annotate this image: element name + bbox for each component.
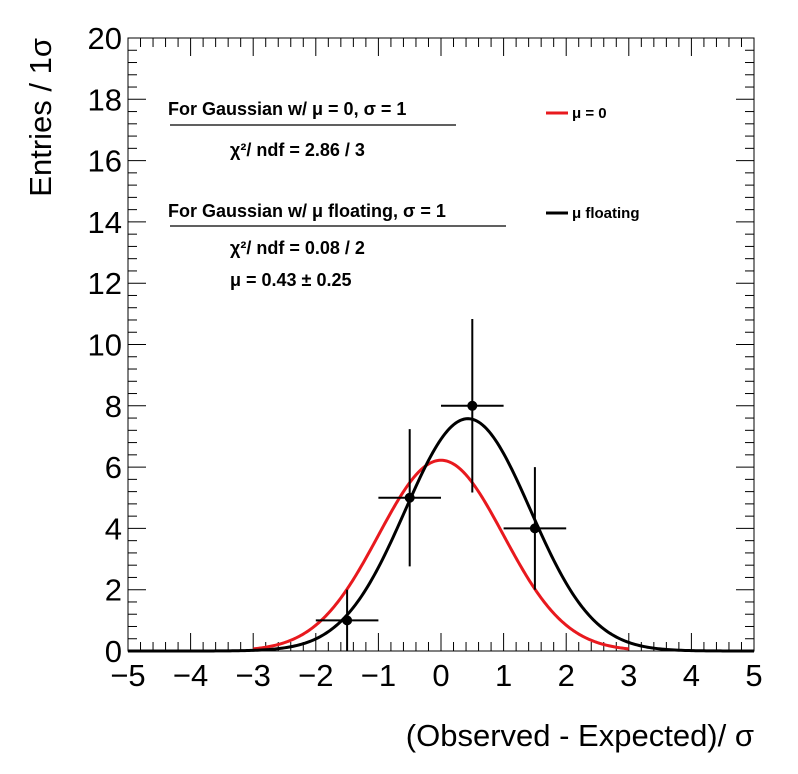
y-tick-labels: 0 2 4 6 8 10 12 14 16 18 20 — [88, 21, 122, 669]
legend-label-floating: μ floating — [572, 205, 640, 222]
fit-curves — [128, 417, 754, 653]
annotation-mu0-title: For Gaussian w/ μ = 0, σ = 1 — [168, 99, 406, 119]
x-tick-label: −2 — [298, 658, 333, 693]
y-tick-label: 0 — [105, 634, 122, 669]
y-tick-label: 10 — [88, 328, 122, 363]
data-point — [503, 467, 567, 590]
y-tick-label: 14 — [88, 205, 122, 240]
data-point — [441, 319, 504, 493]
x-tick-label: −3 — [236, 658, 271, 693]
x-tick-label: 1 — [495, 658, 512, 693]
plot-frame — [127, 37, 755, 652]
point-marker — [529, 523, 540, 534]
annotation-floating-chi2: χ²/ ndf = 0.08 / 2 — [230, 238, 365, 258]
point-marker — [467, 400, 478, 411]
y-tick-label: 8 — [105, 389, 122, 424]
x-tick-label: 5 — [745, 658, 762, 693]
x-tick-label: 0 — [432, 658, 449, 693]
data-points — [315, 319, 567, 651]
data-point — [315, 589, 379, 651]
y-axis-title: Entries / 1σ — [23, 38, 58, 197]
y-tick-label: 18 — [88, 82, 122, 117]
curve-mu-floating — [128, 417, 754, 653]
x-tick-labels: −5 −4 −3 −2 −1 0 1 2 3 4 5 — [110, 658, 762, 693]
x-tick-label: 3 — [620, 658, 637, 693]
x-tick-label: −1 — [361, 658, 396, 693]
x-tick-label: −5 — [110, 658, 145, 693]
y-tick-label: 20 — [88, 21, 122, 56]
axis-ticks — [127, 37, 755, 652]
data-point — [378, 429, 441, 567]
x-axis-title: (Observed - Expected)/ σ — [406, 718, 754, 753]
point-marker — [342, 615, 353, 626]
legend-label-mu0: μ = 0 — [572, 105, 607, 122]
point-marker — [404, 492, 415, 503]
curve-mu0 — [253, 458, 629, 651]
annotation-mu0-chi2: χ²/ ndf = 2.86 / 3 — [230, 140, 365, 160]
annotation-floating-title: For Gaussian w/ μ floating, σ = 1 — [168, 201, 446, 221]
y-tick-label: 4 — [105, 511, 122, 546]
y-tick-label: 2 — [105, 573, 122, 608]
y-tick-label: 16 — [88, 144, 122, 179]
y-tick-label: 12 — [88, 266, 122, 301]
x-tick-label: 2 — [558, 658, 575, 693]
y-tick-label: 6 — [105, 450, 122, 485]
x-tick-label: −4 — [173, 658, 208, 693]
annotation-floating-mu: μ = 0.43 ± 0.25 — [230, 270, 351, 290]
x-tick-label: 4 — [683, 658, 700, 693]
